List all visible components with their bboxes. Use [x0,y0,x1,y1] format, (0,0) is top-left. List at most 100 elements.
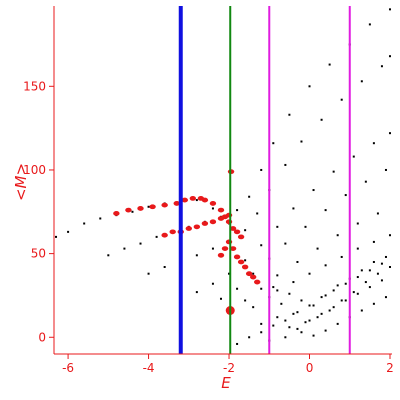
data-point [248,336,251,339]
data-point [181,197,188,203]
data-point [131,210,134,213]
data-point [312,334,315,337]
data-point [356,247,359,250]
data-point [125,207,132,213]
data-point [320,118,323,121]
data-point [356,222,359,225]
data-point [245,271,253,277]
data-point [211,207,214,210]
data-point [284,336,287,339]
data-point [249,274,257,280]
data-point [344,282,347,285]
data-point [209,201,217,206]
data-point [185,226,192,231]
data-point [248,195,251,198]
data-point [284,163,287,166]
data-point [272,324,275,327]
data-point [324,329,327,332]
data-point [336,234,339,237]
data-point [209,219,217,225]
data-point [376,272,379,275]
data-point [296,260,299,263]
data-point [388,234,391,237]
data-point [113,211,120,216]
data-point [252,306,255,309]
data-point [225,219,233,225]
data-point [312,189,315,192]
data-point [380,65,383,68]
data-point [256,212,259,215]
data-point [364,281,367,284]
data-point [376,212,379,215]
data-point [229,226,237,231]
data-point [147,205,150,208]
data-point [99,217,102,220]
data-point [304,321,307,324]
y-tick-label: 50 [31,247,46,261]
data-point [244,229,247,232]
data-point [272,142,275,145]
data-point [260,331,263,334]
data-point [340,299,343,302]
data-point [211,282,214,285]
data-point [67,230,70,233]
data-point [300,331,303,334]
data-point [372,260,375,263]
data-point [324,209,327,212]
data-point [155,235,158,238]
data-point [284,242,287,245]
data-point [340,98,343,101]
data-point [123,247,126,250]
data-point [83,222,86,225]
data-point [368,286,371,289]
data-point [292,312,295,315]
data-point [217,252,225,258]
data-point [225,239,233,245]
plot-area [55,6,391,354]
data-point [328,63,331,66]
data-point [372,142,375,145]
data-point [324,264,327,267]
data-point [316,316,319,319]
data-point [173,201,180,206]
data-point [244,299,247,302]
data-point [360,309,363,312]
x-tick-label: 2 [386,361,394,375]
data-point [292,207,295,210]
data-point [296,311,299,314]
data-point [233,229,241,235]
data-point [312,304,315,307]
data-point [292,281,295,284]
data-point [304,225,307,228]
data-point [221,246,229,251]
data-point [272,286,275,289]
y-tick-label: 100 [23,163,46,177]
data-point [280,302,283,305]
x-tick-label: -4 [143,361,155,375]
data-point [352,155,355,158]
data-point [368,269,371,272]
data-point [332,289,335,292]
data-point [233,254,241,260]
data-point [201,221,209,226]
data-point [380,279,383,282]
data-point [55,235,58,238]
data-point [384,168,387,171]
data-point [288,113,291,116]
data-point [217,216,225,221]
y-tick-label: 150 [23,79,46,93]
data-point [308,304,311,307]
data-point [344,194,347,197]
data-point [384,255,387,258]
data-point [356,292,359,295]
data-point [276,316,279,319]
data-point [236,287,239,290]
data-point [340,255,343,258]
data-point [228,272,231,275]
data-point [308,272,311,275]
data-point [360,269,363,272]
data-point [320,296,323,299]
data-point [201,197,209,203]
data-point [260,168,263,171]
